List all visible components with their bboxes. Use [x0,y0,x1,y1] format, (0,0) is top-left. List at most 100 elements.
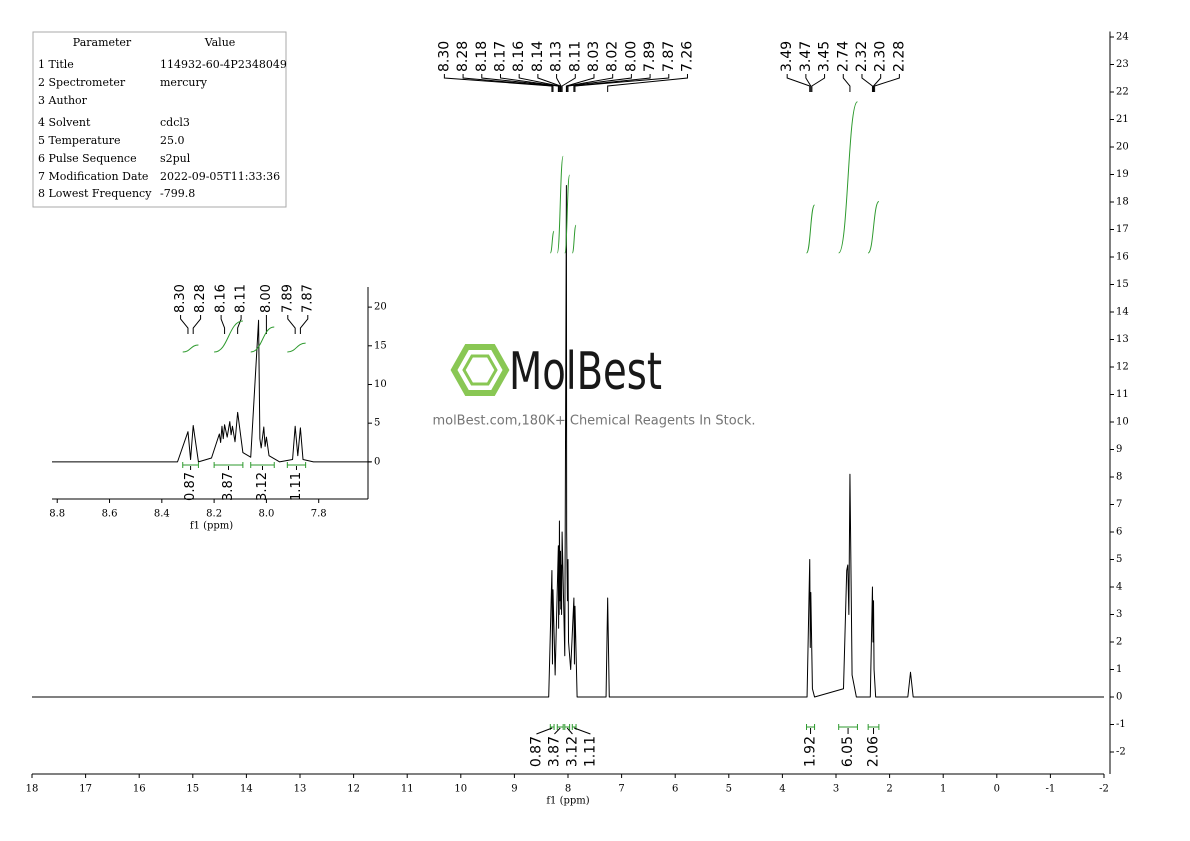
y-tick-label: 13 [1116,334,1129,345]
peak-connector [462,74,554,92]
y-tick-label: 4 [1116,582,1122,593]
x-tick-label: 13 [294,784,307,795]
x-tick-label: 8.4 [154,509,170,520]
peak-connector [192,315,202,334]
peak-label: 8.28 [455,41,471,72]
x-tick-label: 10 [454,784,467,795]
spectrum [32,185,1104,698]
peak-connector [499,74,560,92]
peak-label: 8.14 [530,41,546,72]
y-tick-label: 15 [374,340,387,351]
x-tick-label: 8 [565,784,571,795]
tagline: molBest.com,180K+ Chemical Reagents In S… [432,414,755,429]
integral-bracket [806,724,816,730]
peak-connector [237,315,242,334]
integral-label: 1.92 [803,736,819,767]
integral-curve [287,342,306,353]
integral-bracket [838,724,858,730]
peak-connector [573,74,651,92]
integral-curve [806,204,816,254]
x-tick-label: 2 [886,784,892,795]
y-tick-label: -1 [1116,719,1126,730]
peak-connector [287,315,296,334]
x-tick-label: 8.0 [258,509,274,520]
y-tick-label: 24 [1116,32,1129,43]
x-tick-label: 8.8 [49,509,65,520]
table-header: Value [204,36,236,49]
x-tick-label: 6 [672,784,678,795]
integral-curve [214,320,243,353]
integral-label: 3.87 [546,736,562,767]
peak-label: 8.02 [605,41,621,72]
peak-label: 8.03 [586,41,602,72]
y-tick-label: 14 [1116,307,1129,318]
spectrum [52,319,371,463]
peak-label: 8.00 [259,284,274,313]
peak-connector [180,315,189,334]
integral-label: 6.05 [840,736,856,767]
param-name: 7 Modification Date [38,170,148,183]
peak-connector [607,74,688,92]
param-value: 25.0 [160,134,185,147]
peak-connector [481,74,559,92]
peak-label: 8.11 [567,41,583,72]
x-tick-label: 8.6 [102,509,118,520]
param-value: -799.8 [160,187,195,200]
peak-connector [443,74,553,92]
logo-hexagon [450,344,510,396]
peak-label: 3.47 [798,41,814,72]
x-tick-label: 15 [186,784,199,795]
peak-connector [565,74,595,92]
y-tick-label: 11 [1116,389,1129,400]
peak-connector [556,74,562,92]
integral-label: 1.11 [582,736,598,767]
param-name: 3 Author [38,94,88,107]
integral-bracket [556,724,564,730]
peak-connector [786,74,811,92]
integral-label: 3.12 [255,472,270,501]
y-tick-label: 7 [1116,499,1122,510]
integral-connector [566,727,573,735]
y-tick-label: 8 [1116,472,1122,483]
peak-label: 8.18 [474,41,490,72]
param-value: cdcl3 [160,116,190,129]
integral-bracket [250,462,275,468]
peak-connector [537,74,561,92]
y-tick-label: 0 [374,456,380,467]
x-tick-label: 9 [511,784,517,795]
y-tick-label: 6 [1116,527,1122,538]
x-tick-label: 11 [401,784,414,795]
y-tick-label: 19 [1116,169,1129,180]
peak-label: 7.89 [642,41,658,72]
x-tick-label: 17 [79,784,92,795]
peak-connector [299,315,309,334]
peak-label: 3.49 [779,41,795,72]
x-tick-label: 0 [994,784,1000,795]
y-tick-label: 2 [1116,637,1122,648]
logo-ring [462,354,498,386]
x-axis-label: f1 (ppm) [546,796,589,807]
y-tick-label: 20 [1116,142,1129,153]
integral-curve [571,224,577,254]
integral-curve [549,230,555,254]
integral-label: 3.12 [564,736,580,767]
peak-label: 8.11 [234,284,249,313]
peak-label: 2.74 [835,41,851,72]
x-tick-label: 14 [240,784,253,795]
y-tick-label: 1 [1116,664,1122,675]
integral-curve [182,344,199,353]
peak-label: 2.32 [854,41,870,72]
y-tick-label: 10 [1116,417,1129,428]
x-tick-label: 5 [726,784,732,795]
peak-label: 7.89 [280,284,295,313]
peak-label: 8.16 [214,284,229,313]
param-name: 4 Solvent [38,116,91,129]
integral-curve [838,101,858,254]
brand: MolBest [509,342,662,402]
peak-label: 8.13 [549,41,565,72]
x-tick-label: 18 [26,784,39,795]
integral-connector [536,727,553,735]
watermark: MolBest molBest.com,180K+ Chemical Reage… [432,342,755,429]
